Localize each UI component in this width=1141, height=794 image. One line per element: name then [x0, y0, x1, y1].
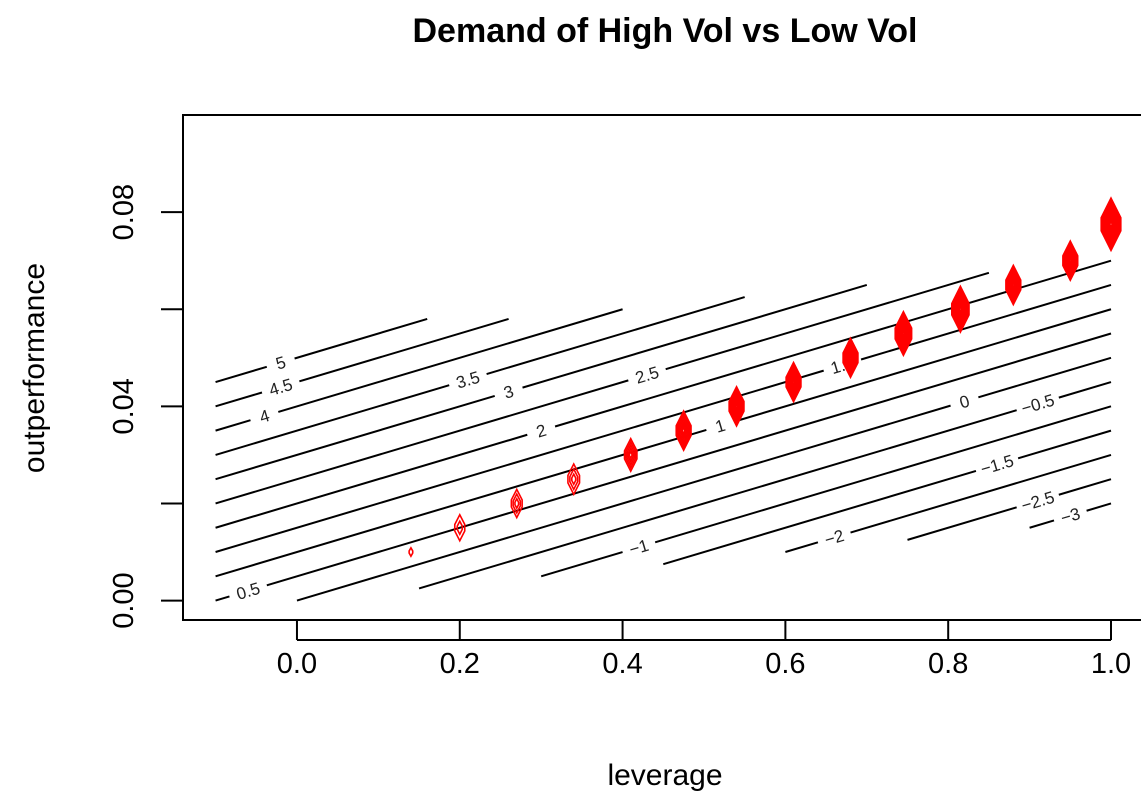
contour-line: [418, 409, 1017, 590]
contour-label: 2: [534, 421, 549, 442]
contour-line: [978, 356, 1112, 399]
contour-line: [850, 453, 1112, 534]
contour-line: [215, 433, 528, 529]
contour-line: [907, 506, 1017, 541]
contour-label: −2.5: [1019, 488, 1057, 516]
contour-label: 3: [502, 382, 517, 403]
density-marker: [408, 546, 414, 558]
plot-area: 54.543.5 32.521.510.50 −0.5−1−1.5−2−2.5−3: [215, 196, 1122, 604]
density-marker: [1005, 263, 1022, 307]
contour-label: 0: [957, 392, 972, 413]
y-axis: 0.00 0.04 0.08: [108, 184, 183, 629]
contour-line: [785, 541, 819, 553]
contour-line: [1058, 478, 1112, 496]
contour-line: [296, 404, 951, 602]
contour-line: [665, 271, 990, 371]
contour-line: [1086, 502, 1112, 512]
contour-line: [215, 595, 230, 602]
density-marker: [453, 512, 466, 543]
contour-label: 2.5: [633, 363, 661, 388]
x-axis-title: leverage: [607, 759, 722, 792]
contour-line: [266, 332, 1112, 587]
contour-label: −1.5: [978, 451, 1016, 479]
contour-line: [662, 469, 977, 566]
density-marker: [510, 487, 523, 520]
x-tick-label: 0.6: [765, 648, 805, 680]
contour-line: [1058, 381, 1112, 399]
contour-line: [1029, 519, 1055, 529]
y-tick-label: 0.04: [108, 378, 140, 434]
contour-line: [299, 317, 509, 383]
y-tick-label: 0.00: [108, 572, 140, 628]
contour-line: [215, 379, 629, 505]
x-tick-label: 0.4: [602, 648, 642, 680]
contour-line: [733, 308, 1112, 423]
density-marker: [894, 309, 913, 358]
x-tick-label: 0.0: [277, 648, 317, 680]
contour-line: [294, 317, 428, 360]
density-marker: [623, 436, 638, 473]
density-marker: [951, 284, 970, 334]
density-marker: [1062, 239, 1079, 283]
contour-label: −2: [822, 526, 846, 550]
density-marker: [842, 336, 859, 380]
contour-line: [522, 283, 868, 389]
x-axis: 0.0 0.2 0.4 0.6 0.8 1.0: [277, 620, 1131, 680]
contour-label: 5: [274, 353, 289, 374]
contour-line: [215, 419, 251, 432]
density-marker: [785, 360, 802, 404]
density-marker: [567, 462, 581, 497]
contour-line: [278, 308, 623, 413]
y-axis-title: outperformance: [18, 263, 51, 473]
chart-title: Demand of High Vol vs Low Vol: [413, 12, 918, 50]
contour-line: [215, 369, 824, 553]
y-tick-label: 0.08: [108, 184, 140, 240]
contour-line: [540, 551, 623, 578]
density-marker: [1100, 196, 1122, 253]
x-tick-label: 1.0: [1091, 648, 1131, 680]
contour-label: 3.5: [454, 368, 482, 393]
x-tick-label: 0.2: [440, 648, 480, 680]
plot-border: [182, 114, 1141, 621]
contour-line: [215, 384, 450, 456]
contour-line: [486, 296, 745, 376]
contour-line: [1017, 429, 1112, 460]
contour-label: 4.5: [267, 375, 295, 400]
density-marker: [728, 384, 745, 428]
contour-line: [215, 365, 268, 384]
contour-label: 4: [257, 406, 272, 427]
contour-line: [654, 405, 1112, 544]
contour-line: [215, 394, 496, 481]
contour-label: 1: [713, 416, 728, 437]
contour-label: −1: [627, 536, 651, 560]
contour-label: −3: [1058, 504, 1082, 528]
contour-label: −0.5: [1019, 390, 1057, 418]
x-tick-label: 0.8: [928, 648, 968, 680]
contour-label: 0.5: [234, 579, 262, 604]
contour-line: [215, 391, 263, 408]
density-marker: [675, 409, 692, 453]
